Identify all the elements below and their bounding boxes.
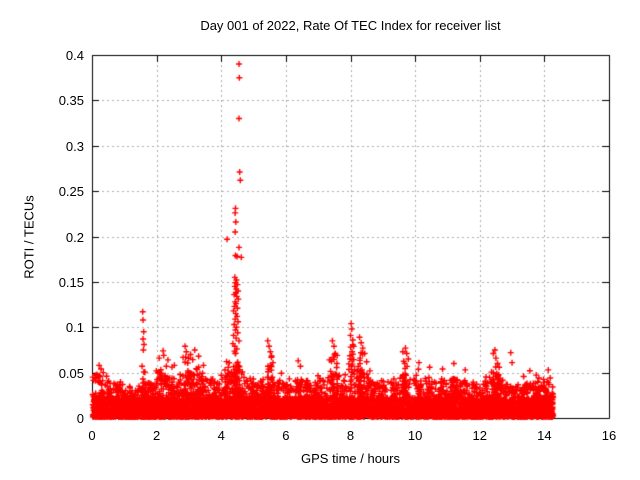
x-tick-label: 14 xyxy=(537,428,552,443)
y-tick-label: 0.4 xyxy=(65,48,84,63)
y-tick-label: 0.05 xyxy=(58,365,84,381)
y-tick-label: 0.3 xyxy=(65,138,84,154)
y-tick-label: 0.2 xyxy=(65,229,84,245)
y-tick-label: 0 xyxy=(76,411,84,426)
x-tick-label: 8 xyxy=(346,428,355,443)
chart-title: Day 001 of 2022, Rate Of TEC Index for r… xyxy=(200,18,501,33)
y-tick-label: 0.25 xyxy=(58,184,84,200)
y-tick-label: 0.35 xyxy=(58,93,84,109)
x-tick-label: 6 xyxy=(282,428,290,443)
x-tick-label: 10 xyxy=(407,428,423,443)
x-tick-label: 0 xyxy=(88,428,96,443)
x-tick-label: 12 xyxy=(472,428,487,443)
y-tick-label: 0.1 xyxy=(65,320,84,336)
x-axis-label: GPS time / hours xyxy=(301,451,400,466)
x-tick-label: 16 xyxy=(601,428,617,443)
x-tick-label: 2 xyxy=(153,428,161,443)
x-tick-label: 4 xyxy=(217,428,225,443)
y-tick-label: 0.15 xyxy=(58,274,84,290)
